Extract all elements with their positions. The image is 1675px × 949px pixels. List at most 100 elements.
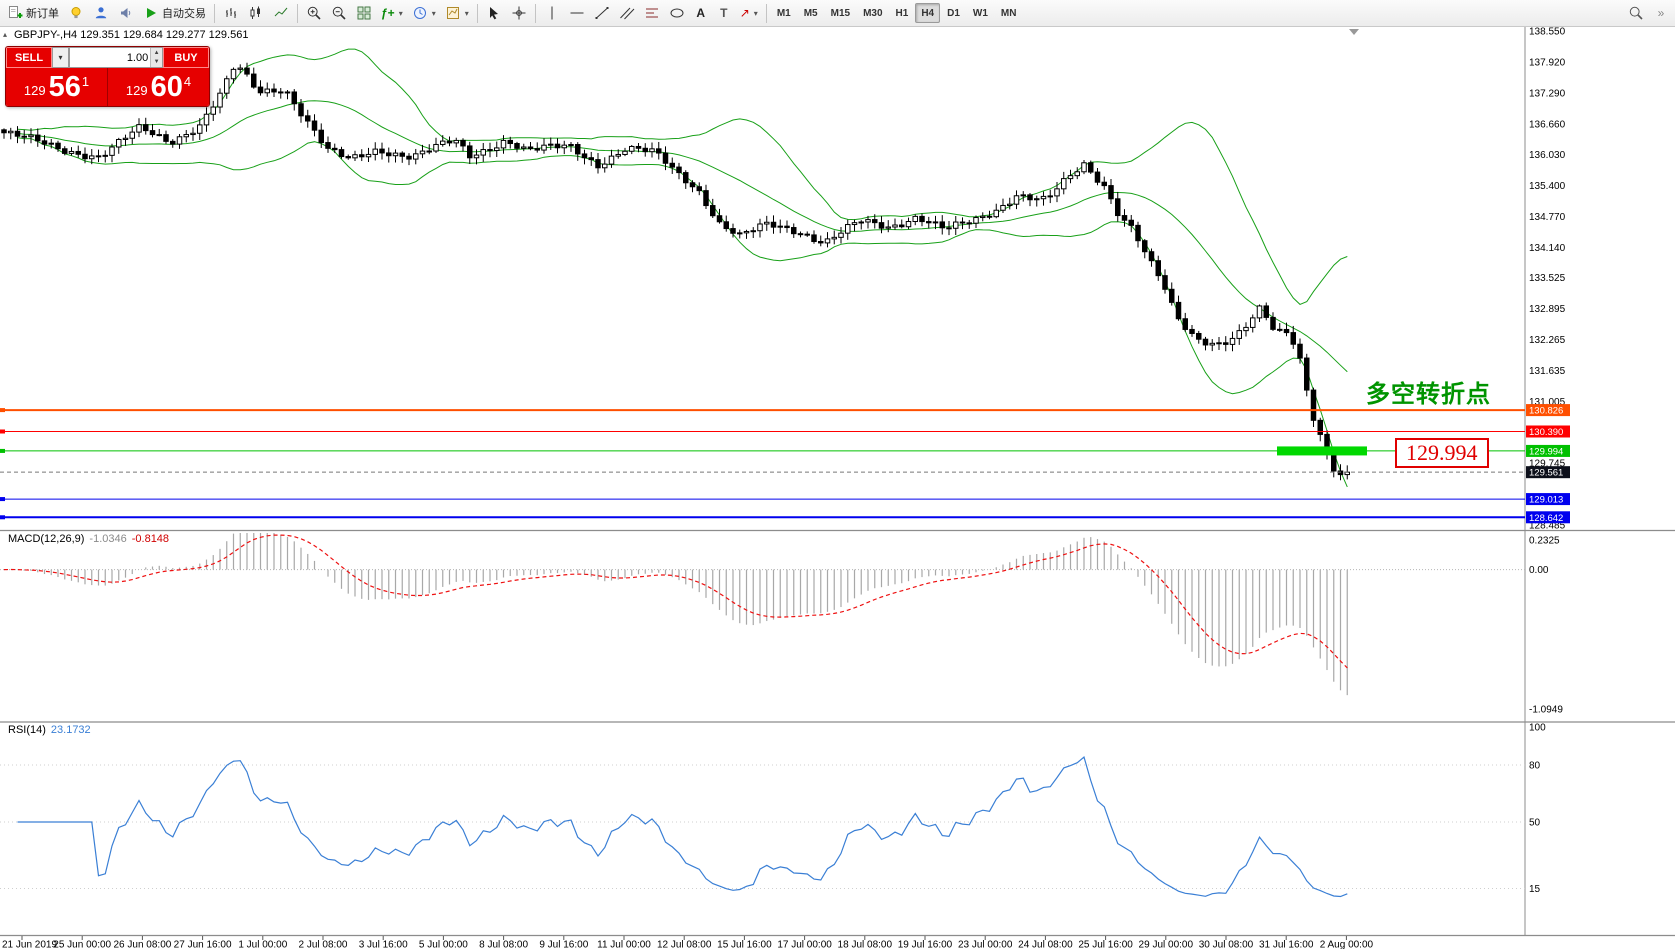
macd-signal-line xyxy=(3,534,1348,669)
indicators-button[interactable]: ƒ+ ▾ xyxy=(377,2,407,24)
fibonacci-tool[interactable] xyxy=(640,2,664,24)
person-icon xyxy=(95,7,107,19)
macd-main-value: -1.0346 xyxy=(89,533,127,545)
macd-indicator-header: MACD(12,26,9) -1.0346 -0.8148 xyxy=(8,533,169,545)
sell-button[interactable]: SELL xyxy=(6,47,52,68)
svg-text:25 Jun 00:00: 25 Jun 00:00 xyxy=(53,940,111,949)
new-order-button[interactable]: 新订单 xyxy=(3,2,63,24)
svg-text:132.265: 132.265 xyxy=(1529,335,1566,346)
macd-axis: 0.2325 0.00 -1.0949 xyxy=(1529,536,1563,716)
volume-down-button[interactable]: ▼ xyxy=(151,57,162,67)
horizontal-line-tool[interactable] xyxy=(565,2,589,24)
timeframe-m1[interactable]: M1 xyxy=(771,3,797,23)
new-order-icon xyxy=(9,6,23,18)
sell-price[interactable]: 129 56 1 xyxy=(6,68,107,106)
volume-preset-dropdown[interactable]: ▾ xyxy=(52,47,69,68)
rsi-line xyxy=(17,756,1348,898)
toolbar-right: » xyxy=(1624,2,1672,24)
zoom-in-icon xyxy=(307,6,321,20)
volume-input[interactable] xyxy=(70,48,151,67)
svg-text:-1.0949: -1.0949 xyxy=(1529,704,1563,715)
favorites-button[interactable] xyxy=(64,2,88,24)
trade-panel-prices: 129 56 1 129 60 4 xyxy=(6,68,209,106)
chevron-down-icon: ▾ xyxy=(431,8,436,18)
timeframe-w1[interactable]: W1 xyxy=(967,3,994,23)
sell-price-big: 56 xyxy=(48,70,81,103)
lightbulb-icon xyxy=(71,7,81,19)
svg-text:24 Jul 08:00: 24 Jul 08:00 xyxy=(1018,940,1073,949)
cursor-button[interactable] xyxy=(482,2,506,24)
label-tool[interactable]: T xyxy=(713,2,735,24)
svg-text:2 Jul 08:00: 2 Jul 08:00 xyxy=(299,940,348,949)
shapes-tool[interactable] xyxy=(665,2,689,24)
trendline-tool[interactable] xyxy=(590,2,614,24)
svg-text:11 Jul 00:00: 11 Jul 00:00 xyxy=(597,940,651,949)
template-icon xyxy=(446,7,459,19)
macd-histogram xyxy=(0,533,1525,696)
text-icon: A xyxy=(696,6,706,20)
bar-chart-button[interactable] xyxy=(219,2,243,24)
vertical-line-tool[interactable] xyxy=(540,2,564,24)
channel-tool[interactable] xyxy=(615,2,639,24)
chart-canvas[interactable]: 138.550 137.920 137.290 136.660 136.030 135.4… xyxy=(0,27,1675,949)
timeframe-m30[interactable]: M30 xyxy=(857,3,888,23)
svg-text:30 Jul 08:00: 30 Jul 08:00 xyxy=(1199,940,1254,949)
toolbar-overflow-button[interactable]: » xyxy=(1650,2,1672,24)
level-lines xyxy=(0,408,1525,520)
symbol-ohlc-header: GBPJPY-,H4 129.351 129.684 129.277 129.5… xyxy=(14,29,249,41)
timeframe-m5[interactable]: M5 xyxy=(798,3,824,23)
svg-text:2 Aug 00:00: 2 Aug 00:00 xyxy=(1320,940,1374,949)
buy-button[interactable]: BUY xyxy=(163,47,209,68)
svg-text:137.290: 137.290 xyxy=(1529,88,1566,99)
one-click-collapse-arrow[interactable]: ▴ xyxy=(3,30,8,39)
buy-price-big: 60 xyxy=(150,70,183,103)
templates-button[interactable]: ▾ xyxy=(441,2,473,24)
timeframe-d1[interactable]: D1 xyxy=(941,3,966,23)
search-button[interactable] xyxy=(1624,2,1648,24)
volume-up-button[interactable]: ▲ xyxy=(151,48,162,58)
candlestick-icon xyxy=(250,6,260,19)
overflow-icon: » xyxy=(1657,6,1665,20)
panel-frame xyxy=(0,27,1675,949)
zoom-out-button[interactable] xyxy=(327,2,351,24)
key-level-price-tag[interactable]: 129.994 xyxy=(1395,438,1489,468)
turning-point-annotation: 多空转折点 xyxy=(1366,381,1491,408)
tile-windows-button[interactable] xyxy=(352,2,376,24)
timeframe-h4[interactable]: H4 xyxy=(915,3,941,23)
svg-text:137.920: 137.920 xyxy=(1529,57,1566,68)
line-chart-button[interactable] xyxy=(269,2,293,24)
toolbar: 新订单 自动交易 xyxy=(0,0,1675,27)
svg-text:9 Jul 16:00: 9 Jul 16:00 xyxy=(539,940,588,949)
volume-box: ▲ ▼ xyxy=(69,47,163,68)
svg-text:80: 80 xyxy=(1529,761,1541,772)
chevron-down-icon: ▾ xyxy=(464,8,469,18)
price-axis: 138.550 137.920 137.290 136.660 136.030 135.4… xyxy=(1526,27,1570,531)
svg-text:17 Jul 00:00: 17 Jul 00:00 xyxy=(777,940,832,949)
crosshair-icon xyxy=(512,6,526,20)
toolbar-separator xyxy=(214,3,215,23)
arrows-tool[interactable]: ↗ ▾ xyxy=(736,2,762,24)
timeframe-m15[interactable]: M15 xyxy=(825,3,856,23)
buy-price[interactable]: 129 60 4 xyxy=(107,68,209,106)
svg-text:129.561: 129.561 xyxy=(1529,468,1563,479)
line-chart-icon xyxy=(274,7,288,17)
auto-trading-button[interactable]: 自动交易 xyxy=(139,2,210,24)
svg-text:27 Jun 16:00: 27 Jun 16:00 xyxy=(174,940,232,949)
macd-name: MACD(12,26,9) xyxy=(8,533,85,545)
svg-text:130.390: 130.390 xyxy=(1529,427,1563,438)
news-button[interactable] xyxy=(114,2,138,24)
zoom-in-button[interactable] xyxy=(302,2,326,24)
crosshair-button[interactable] xyxy=(507,2,531,24)
svg-text:29 Jul 00:00: 29 Jul 00:00 xyxy=(1139,940,1194,949)
chevron-down-icon: ▾ xyxy=(398,8,403,18)
svg-text:134.140: 134.140 xyxy=(1529,243,1566,254)
text-tool[interactable]: A xyxy=(690,2,712,24)
profile-button[interactable] xyxy=(89,2,113,24)
candlestick-chart-button[interactable] xyxy=(244,2,268,24)
periods-button[interactable]: ▾ xyxy=(408,2,440,24)
timeframe-mn[interactable]: MN xyxy=(995,3,1023,23)
bollinger-bands xyxy=(17,48,1348,488)
timeframe-h1[interactable]: H1 xyxy=(890,3,915,23)
